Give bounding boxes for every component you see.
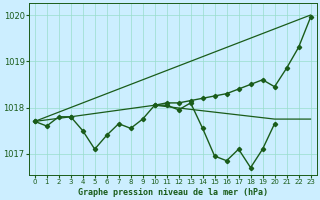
- X-axis label: Graphe pression niveau de la mer (hPa): Graphe pression niveau de la mer (hPa): [78, 188, 268, 197]
